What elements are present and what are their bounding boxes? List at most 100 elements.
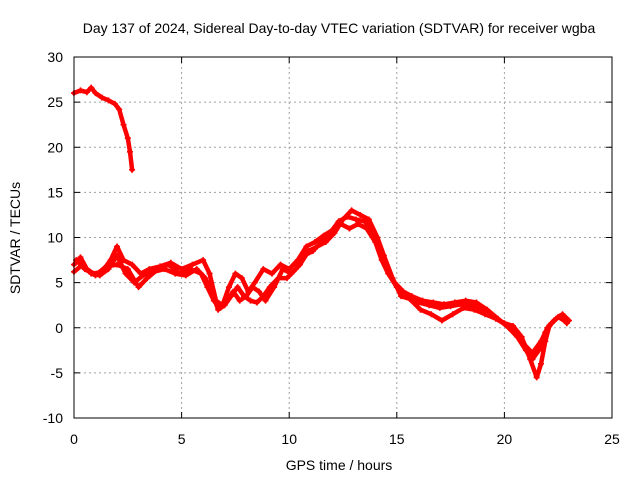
data-point <box>114 243 121 250</box>
data-point <box>428 311 435 318</box>
data-point <box>322 239 329 246</box>
data-point <box>484 306 491 313</box>
data-point <box>537 338 544 345</box>
data-point <box>352 216 359 223</box>
data-point <box>139 272 146 279</box>
data-point <box>122 270 129 277</box>
data-point <box>365 216 372 223</box>
data-point <box>243 293 250 300</box>
data-point <box>529 356 536 363</box>
data-point <box>473 299 480 306</box>
data-point <box>296 261 303 268</box>
x-tick-label: 15 <box>389 431 405 447</box>
data-point <box>537 360 544 367</box>
data-point <box>348 207 355 214</box>
data-point <box>92 90 99 97</box>
y-tick-label: 10 <box>47 230 63 246</box>
data-point <box>234 284 241 291</box>
data-point <box>238 275 245 282</box>
data-point <box>314 243 321 250</box>
y-tick-label: -5 <box>51 365 64 381</box>
data-point <box>165 261 172 268</box>
data-point <box>92 272 99 279</box>
x-tick-label: 5 <box>178 431 186 447</box>
data-point <box>204 284 211 291</box>
data-point <box>419 297 426 304</box>
data-point <box>451 299 458 306</box>
data-point <box>460 304 467 311</box>
data-point <box>210 297 217 304</box>
data-point <box>449 311 456 318</box>
data-point <box>398 293 405 300</box>
y-axis-title: SDTVAR / TECUs <box>7 182 23 294</box>
data-point <box>288 270 295 277</box>
x-tick-label: 10 <box>281 431 297 447</box>
data-point <box>503 322 510 329</box>
data-point <box>268 270 275 277</box>
data-point <box>331 229 338 236</box>
data-point <box>98 94 105 101</box>
data-point <box>217 304 224 311</box>
data-point <box>144 275 151 282</box>
data-point <box>232 270 239 277</box>
data-point <box>103 263 110 270</box>
y-tick-label: 0 <box>55 320 63 336</box>
data-point <box>430 299 437 306</box>
data-point <box>77 254 84 261</box>
data-point <box>253 299 260 306</box>
data-point <box>340 216 346 223</box>
data-point <box>471 306 478 313</box>
data-point <box>236 297 243 304</box>
data-point <box>346 225 353 232</box>
x-tick-label: 0 <box>70 431 78 447</box>
data-point <box>81 266 88 273</box>
data-point <box>251 279 258 286</box>
data-point <box>249 284 256 291</box>
y-tick-label: -10 <box>43 410 63 426</box>
data-point <box>111 100 118 107</box>
data-point <box>438 317 445 324</box>
data-point <box>129 166 136 173</box>
data-point <box>256 288 263 295</box>
data-point <box>563 320 570 327</box>
data-point <box>124 135 131 142</box>
series-layer <box>71 84 572 381</box>
x-tick-label: 20 <box>497 431 513 447</box>
data-point <box>126 148 133 155</box>
data-point <box>187 266 194 273</box>
data-point <box>176 270 183 277</box>
data-point <box>441 301 448 308</box>
data-point <box>271 284 278 291</box>
data-point <box>482 311 489 318</box>
data-point <box>206 270 213 277</box>
data-point <box>436 304 443 311</box>
data-point <box>374 234 381 241</box>
data-point <box>200 257 207 264</box>
data-point <box>247 297 254 304</box>
data-point <box>544 324 551 331</box>
data-point <box>135 284 142 291</box>
data-point <box>114 252 121 259</box>
data-point <box>284 275 291 282</box>
data-point <box>230 288 237 295</box>
data-point <box>114 261 121 268</box>
data-point <box>277 261 284 268</box>
grid-layer <box>74 57 612 418</box>
data-point <box>197 270 204 277</box>
data-point <box>88 84 95 91</box>
data-point <box>189 261 196 268</box>
data-point <box>182 272 189 279</box>
data-point <box>129 261 136 268</box>
y-tick-label: 30 <box>47 49 63 65</box>
data-point <box>303 243 310 250</box>
data-point <box>305 248 312 255</box>
x-tick-label: 25 <box>604 431 620 447</box>
data-point <box>225 284 232 291</box>
data-point <box>312 239 319 246</box>
data-point <box>492 315 499 322</box>
data-point <box>357 211 364 218</box>
data-point <box>260 266 267 273</box>
chart-title: Day 137 of 2024, Sidereal Day-to-day VTE… <box>83 20 596 36</box>
y-tick-label: 5 <box>55 275 63 291</box>
y-tick-label: 25 <box>47 94 63 110</box>
